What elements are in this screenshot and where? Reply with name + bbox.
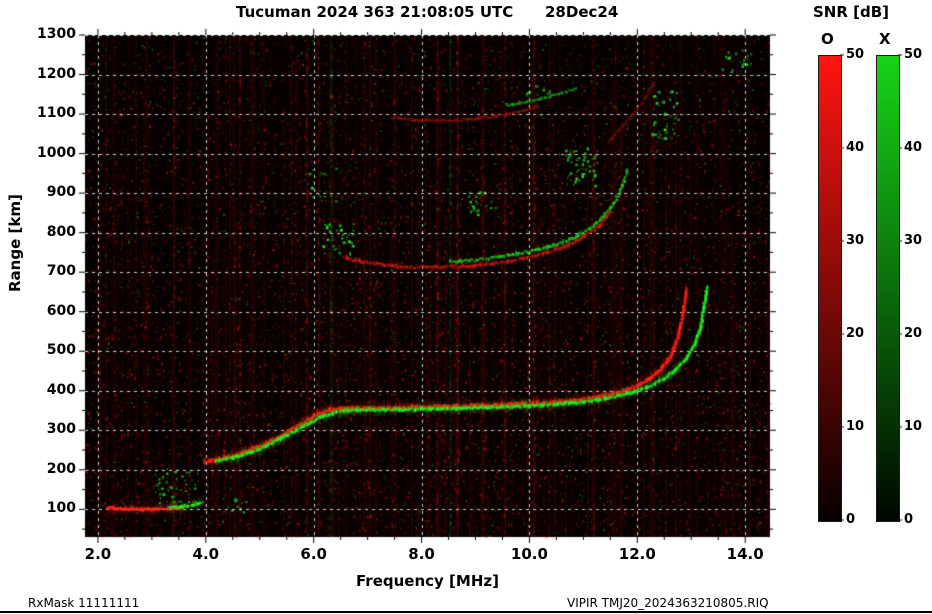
colorbar-X [876,55,900,522]
colorbar-O [818,55,842,522]
